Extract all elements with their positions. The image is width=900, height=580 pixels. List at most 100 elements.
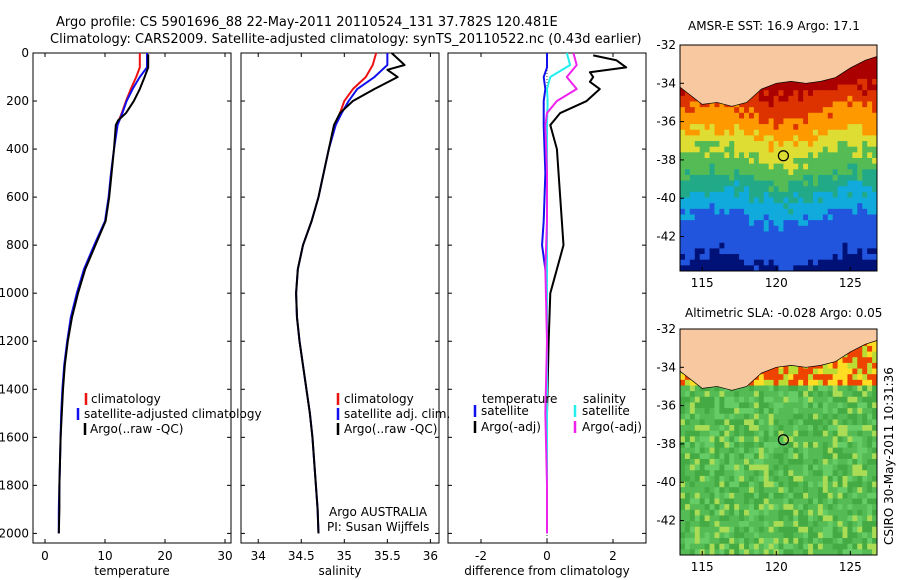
sst_map-cell bbox=[684, 259, 691, 266]
sst_map-cell bbox=[812, 214, 819, 221]
sst_map-cell bbox=[832, 129, 839, 136]
sst_map-cell bbox=[719, 214, 725, 221]
sst_map-cell bbox=[704, 186, 711, 193]
sla_map-cell bbox=[709, 526, 716, 533]
sst_map-cell bbox=[768, 112, 775, 120]
sst_map-cell bbox=[793, 152, 799, 159]
sst_map-cell bbox=[758, 180, 765, 187]
sst_map-cell bbox=[680, 242, 686, 249]
sst_map-cell bbox=[719, 203, 725, 210]
sla_map-cell bbox=[709, 385, 716, 392]
sst_map-cell bbox=[837, 242, 844, 249]
sla_map-cell bbox=[842, 521, 849, 528]
sst_map-cell bbox=[812, 84, 819, 91]
sst_map-cell bbox=[798, 107, 804, 114]
sst_map-cell bbox=[748, 174, 755, 182]
sst_map-cell bbox=[832, 231, 839, 238]
sla_map-cell bbox=[753, 504, 760, 511]
sla_map-cell bbox=[719, 515, 725, 522]
sla_map-cell bbox=[822, 447, 829, 454]
sla_map-ytick-label: -32 bbox=[656, 322, 676, 336]
sla_map-cell bbox=[694, 515, 701, 522]
sst_map-cell bbox=[729, 191, 735, 199]
sst_map-cell bbox=[694, 208, 701, 216]
sst_map-cell bbox=[788, 158, 794, 165]
sst_map-cell bbox=[714, 118, 721, 125]
sst_map-cell bbox=[699, 135, 706, 142]
sla_map-cell bbox=[758, 498, 765, 505]
sst_map-cell bbox=[739, 101, 745, 108]
sst_map-cell bbox=[837, 78, 844, 86]
sst_map-cell bbox=[748, 220, 755, 227]
sst_map-cell bbox=[872, 56, 877, 63]
sst_map-cell bbox=[783, 242, 789, 249]
sla_map-cell bbox=[812, 368, 819, 375]
sst_map-cell bbox=[778, 203, 785, 210]
sst_map-cell bbox=[704, 197, 711, 204]
sla_map-cell bbox=[768, 526, 775, 533]
sla_map-cell bbox=[837, 549, 844, 555]
sst_map-cell bbox=[758, 265, 765, 271]
sla_map-cell bbox=[812, 549, 819, 555]
sla_map-cell bbox=[852, 458, 858, 466]
sla_map-cell bbox=[744, 475, 750, 483]
sla_map-cell bbox=[812, 487, 819, 494]
sla_map-cell bbox=[817, 504, 824, 511]
sla_map-cell bbox=[837, 487, 844, 494]
sla_map-cell bbox=[867, 453, 873, 460]
sla_map-cell bbox=[724, 481, 730, 488]
sst_map-cell bbox=[842, 208, 849, 216]
sst_map-cell bbox=[783, 146, 789, 153]
sst_map-cell bbox=[788, 152, 794, 159]
sst_map-cell bbox=[803, 90, 809, 97]
sst_map-cell bbox=[812, 191, 819, 199]
sla_map-cell bbox=[763, 504, 770, 511]
sst_map-cell bbox=[817, 163, 824, 170]
sst_map-cell bbox=[694, 214, 701, 221]
sla_map-cell bbox=[729, 481, 735, 488]
sst_map-cell bbox=[862, 231, 868, 238]
sst_map-cell bbox=[748, 118, 755, 125]
sla_map-cell bbox=[837, 515, 844, 522]
sst_map-cell bbox=[812, 242, 819, 249]
sla_map-cell bbox=[842, 549, 849, 555]
sla_map-cell bbox=[739, 396, 745, 404]
sla_map-cell bbox=[773, 487, 780, 494]
sla_map-cell bbox=[783, 504, 789, 511]
sla_map-cell bbox=[847, 458, 853, 466]
sla_map-cell bbox=[719, 447, 725, 454]
sla_map-cell bbox=[758, 549, 765, 555]
sla_map-cell bbox=[689, 526, 696, 533]
sla_map-cell bbox=[719, 504, 725, 511]
sla_map-cell bbox=[862, 532, 868, 539]
sst_map-cell bbox=[768, 135, 775, 142]
sla_map-cell bbox=[739, 492, 745, 500]
sla_map-cell bbox=[763, 402, 770, 409]
sst_map-cell bbox=[817, 242, 824, 249]
sla_map-cell bbox=[862, 436, 868, 443]
sla_map-cell bbox=[842, 481, 849, 488]
sla_map-cell bbox=[867, 351, 873, 358]
sst_map-cell bbox=[803, 248, 809, 255]
sla_map-cell bbox=[758, 475, 765, 483]
sla_map-cell bbox=[763, 549, 770, 555]
sst_map-cell bbox=[803, 118, 809, 125]
sla_map-cell bbox=[744, 408, 750, 415]
sst_map-cell bbox=[827, 90, 834, 97]
sst_map-cell bbox=[793, 141, 799, 148]
sst_map-cell bbox=[857, 254, 863, 261]
sla_map-cell bbox=[739, 475, 745, 483]
sla_map-cell bbox=[748, 396, 755, 404]
sla_map-cell bbox=[699, 492, 706, 500]
sst_map-cell bbox=[842, 95, 849, 103]
sla_map-cell bbox=[729, 408, 735, 415]
sla_map-cell bbox=[748, 487, 755, 494]
sla_map-cell bbox=[872, 521, 877, 528]
sla_map-cell bbox=[803, 521, 809, 528]
sst_map-cell bbox=[704, 141, 711, 148]
sla_map-cell bbox=[867, 504, 873, 511]
sst_map-cell bbox=[852, 129, 858, 136]
sst_map-ytick-label: -38 bbox=[656, 153, 676, 167]
sla_map-cell bbox=[867, 487, 873, 494]
sla_map-cell bbox=[862, 425, 868, 432]
